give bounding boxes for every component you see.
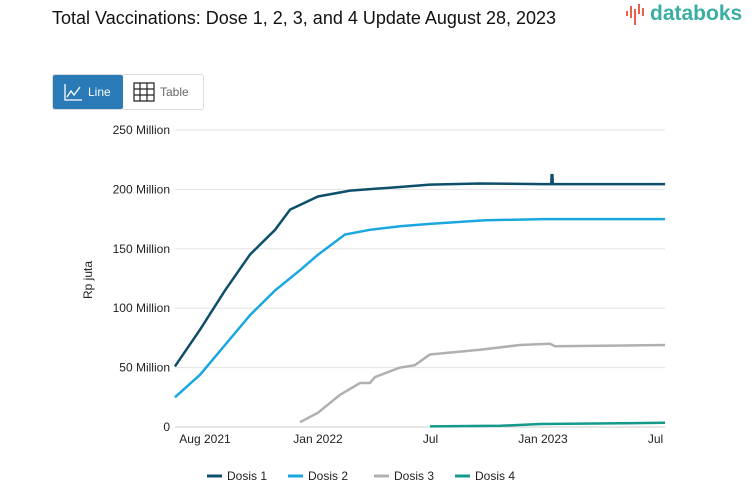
- legend-item-dosis-4[interactable]: Dosis 4: [455, 469, 515, 483]
- logo-bars-icon: [626, 4, 644, 25]
- x-tick-label: Aug 2021: [179, 432, 231, 446]
- y-tick-label: 100 Million: [113, 301, 170, 315]
- y-tick-label: 150 Million: [113, 242, 170, 256]
- databoks-logo: databoks: [625, 2, 742, 26]
- series-line-dosis-3: [299, 342, 666, 424]
- x-tick-label: Jul: [423, 432, 438, 446]
- line-label: Line: [88, 85, 111, 99]
- y-tick-label: 250 Million: [113, 123, 170, 137]
- legend-item-dosis-1[interactable]: Dosis 1: [207, 469, 267, 483]
- table-view-button[interactable]: Table: [123, 75, 199, 109]
- legend-label: Dosis 3: [394, 469, 434, 483]
- line-chart-icon: [64, 84, 82, 101]
- y-tick-label: 50 Million: [119, 361, 170, 375]
- table-label: Table: [160, 85, 189, 99]
- y-tick-label: 200 Million: [113, 182, 170, 196]
- legend-label: Dosis 2: [308, 469, 348, 483]
- y-axis-label: Rp juta: [81, 261, 95, 299]
- line-view-button[interactable]: Line: [53, 75, 123, 109]
- legend-label: Dosis 4: [475, 469, 515, 483]
- series-line-dosis-2: [174, 217, 666, 399]
- logo-text: databoks: [650, 2, 743, 25]
- legend-item-dosis-3[interactable]: Dosis 3: [374, 469, 434, 483]
- view-toggle: Line Table: [52, 74, 204, 110]
- chart-title: Total Vaccinations: Dose 1, 2, 3, and 4 …: [52, 8, 557, 28]
- x-tick-label: Jan 2023: [518, 432, 568, 446]
- x-tick-label: Jul: [648, 432, 663, 446]
- legend-item-dosis-2[interactable]: Dosis 2: [288, 469, 348, 483]
- y-tick-label: 0: [163, 420, 170, 434]
- legend-label: Dosis 1: [227, 469, 267, 483]
- series-line-dosis-4: [429, 421, 666, 428]
- series-line-dosis-1: [173, 173, 666, 368]
- x-tick-label: Jan 2022: [293, 432, 343, 446]
- table-icon: [133, 82, 155, 102]
